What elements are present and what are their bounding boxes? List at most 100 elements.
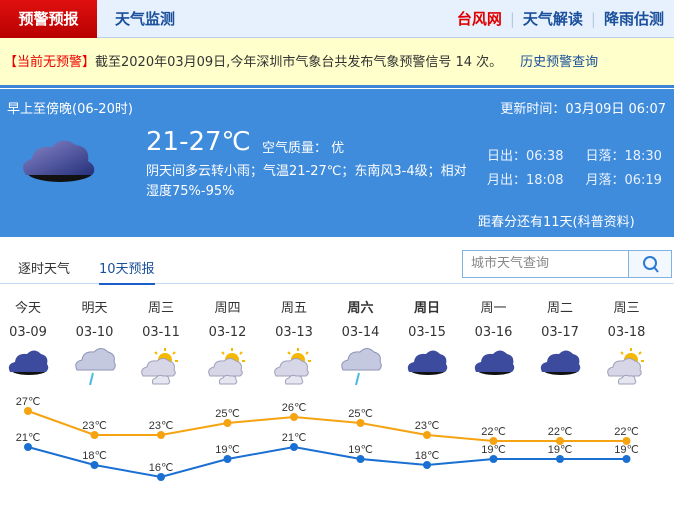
current-weather-panel: 早上至傍晚(06-20时) 更新时间：03月09日 06:07 21-27℃ 空…: [0, 89, 674, 237]
data-label: 19℃: [348, 444, 373, 456]
forecast-tabs: 逐时天气 10天预报: [0, 240, 674, 285]
forecast-date: 03-12: [208, 325, 247, 340]
period: 早上至傍晚(06-20时): [7, 102, 133, 117]
forecast-day: 周二: [546, 301, 573, 316]
data-label: 26℃: [282, 402, 307, 414]
temp-range: 21-27℃: [146, 127, 251, 157]
cloudy-icon: [397, 348, 457, 382]
temperature-chart: 27℃ 23℃ 23℃ 25℃ 26℃ 25℃ 23℃ 22℃ 22℃ 22℃ 21℃ 18℃ 16℃ 1…: [16, 396, 639, 481]
data-point: [356, 419, 365, 427]
rain-icon: [331, 348, 391, 392]
city-search-input[interactable]: 城市天气查询: [462, 250, 629, 278]
data-point: [90, 431, 99, 439]
forecast-date: 03-13: [275, 325, 313, 340]
data-point: [489, 437, 498, 445]
cloudy-icon: [464, 348, 524, 382]
forecast-day: 周六: [347, 301, 374, 316]
warning-text: 截至2020年03月09日,今年深圳市气象台共发布气象预警信号 14 次。: [95, 55, 503, 70]
data-point: [556, 455, 564, 463]
forecast-date: 03-17: [541, 325, 579, 340]
data-point: [290, 413, 298, 421]
partly-icon: [264, 348, 324, 392]
update-time: 更新时间：03月09日 06:07: [500, 102, 666, 117]
data-point: [223, 455, 232, 463]
data-point: [489, 455, 498, 463]
series-line: [27, 445, 627, 479]
cloudy-icon: [0, 348, 58, 382]
data-label: 23℃: [415, 420, 440, 432]
data-point: [622, 455, 631, 463]
tab-warning-forecast[interactable]: 预警预报: [0, 0, 97, 38]
data-label: 21℃: [16, 432, 41, 444]
history-warning-link[interactable]: 历史预警查询: [520, 55, 599, 70]
data-label: 18℃: [415, 450, 440, 462]
forecast-day: 周日: [413, 301, 440, 316]
series-line: [27, 410, 627, 442]
search-icon: [643, 256, 659, 273]
forecast-date: 03-09: [9, 325, 47, 340]
link-rain-estimate[interactable]: 降雨估测: [603, 10, 664, 28]
forecast-day: 周四: [214, 301, 241, 316]
data-label: 22℃: [548, 426, 573, 438]
search-button[interactable]: [628, 250, 672, 278]
forecast-day: 周五: [280, 301, 307, 316]
data-label: 25℃: [348, 408, 373, 420]
partly-icon: [131, 348, 191, 392]
divider: |: [509, 10, 515, 28]
forecast-day: 今天: [14, 301, 41, 316]
data-point: [24, 407, 32, 415]
sunrise: 日出：06:38: [487, 149, 564, 164]
data-label: 19℃: [215, 444, 240, 456]
tab-10day[interactable]: 10天预报: [99, 258, 155, 285]
sunset: 日落：18:30: [585, 149, 662, 164]
forecast-date: 03-14: [341, 325, 380, 340]
data-point: [290, 443, 298, 451]
data-label: 25℃: [215, 408, 240, 420]
forecast-day: 周三: [613, 301, 640, 316]
warning-status: 【当前无预警】: [4, 55, 96, 70]
data-label: 21℃: [282, 432, 307, 444]
forecast-date: 03-10: [75, 325, 114, 340]
partly-icon: [597, 348, 657, 392]
spring-equinox-link[interactable]: 距春分还有11天(科普资料): [478, 215, 635, 230]
forecast-date: 03-11: [142, 325, 180, 340]
data-point: [157, 473, 165, 481]
moonset: 月落：06:19: [585, 173, 662, 188]
tab-weather-monitor[interactable]: 天气监测: [115, 10, 176, 28]
top-nav: 预警预报 天气监测 台风网 | 天气解读 | 降雨估测: [0, 0, 674, 38]
link-typhoon[interactable]: 台风网: [456, 10, 502, 28]
data-point: [423, 461, 431, 469]
data-label: 18℃: [82, 450, 107, 462]
moonrise: 月出：18:08: [487, 173, 564, 188]
forecast-date: 03-18: [607, 325, 646, 340]
data-label: 19℃: [614, 444, 639, 456]
forecast-day: 周一: [480, 301, 507, 316]
forecast-date: 03-15: [408, 325, 446, 340]
data-label: 23℃: [149, 420, 174, 432]
forecast-day: 明天: [81, 301, 108, 316]
data-label: 16℃: [149, 462, 174, 474]
data-point: [90, 461, 99, 469]
forecast-day: 周三: [147, 301, 174, 316]
data-label: 22℃: [481, 426, 506, 438]
data-label: 27℃: [16, 396, 41, 408]
tab-hourly[interactable]: 逐时天气: [18, 262, 71, 277]
weather-description: 阴天间多云转小雨；气温21-27℃；东南风3-4级；相对湿度75%-95%: [146, 164, 467, 199]
data-label: 22℃: [614, 426, 639, 438]
forecast-date: 03-16: [474, 325, 513, 340]
data-point: [556, 437, 564, 445]
link-weather-analysis[interactable]: 天气解读: [522, 10, 583, 28]
rain-icon: [65, 348, 125, 392]
data-label: 23℃: [82, 420, 107, 432]
data-point: [24, 443, 32, 451]
data-point: [223, 419, 232, 427]
cloudy-icon: [530, 348, 590, 382]
data-point: [622, 437, 631, 445]
warning-bar: 【当前无预警】截至2020年03月09日,今年深圳市气象台共发布气象预警信号 1…: [0, 38, 674, 88]
partly-icon: [198, 348, 258, 392]
data-point: [356, 455, 365, 463]
data-point: [423, 431, 431, 439]
data-point: [157, 431, 165, 439]
air-quality: 空气质量： 优: [262, 141, 345, 156]
divider: |: [590, 10, 596, 28]
